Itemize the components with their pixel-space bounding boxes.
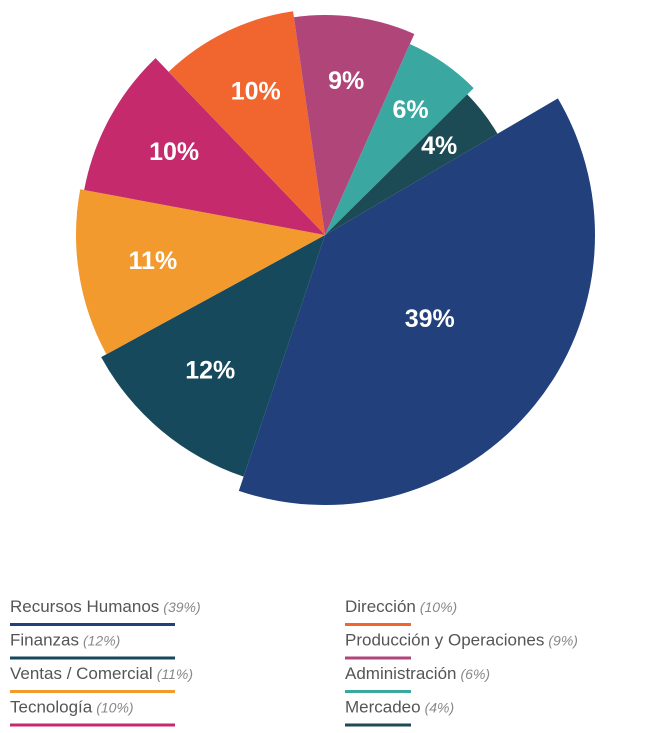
legend-label: Dirección xyxy=(345,597,416,616)
legend-entry: Administración (6%) xyxy=(345,664,490,683)
legend-label: Recursos Humanos xyxy=(10,597,159,616)
slice-label: 11% xyxy=(129,247,178,275)
slice-label: 10% xyxy=(149,138,199,166)
pie-slice xyxy=(101,235,326,477)
legend-label: Tecnología xyxy=(10,698,93,717)
pie-slice xyxy=(293,14,415,236)
pie-slice xyxy=(325,44,474,235)
legend-value: (6%) xyxy=(461,666,491,682)
pie-slice xyxy=(168,11,325,235)
slice-label: 39% xyxy=(405,305,455,333)
slice-label: 6% xyxy=(392,96,428,124)
legend-swatch xyxy=(10,656,175,660)
pie-slice xyxy=(84,58,325,236)
slice-label: 12% xyxy=(185,356,235,384)
legend-entry: Tecnología (10%) xyxy=(10,698,134,717)
legend-entry: Producción y Operaciones (9%) xyxy=(345,631,578,650)
legend-entry: Dirección (10%) xyxy=(345,597,457,616)
pie-slice xyxy=(325,94,498,236)
legend-entry: Recursos Humanos (39%) xyxy=(10,597,201,616)
slice-label: 10% xyxy=(231,77,281,105)
legend-swatch xyxy=(10,723,175,727)
legend-value: (10%) xyxy=(420,599,457,615)
pie-slice xyxy=(238,98,595,505)
legend-label: Finanzas xyxy=(10,631,79,650)
slice-label: 9% xyxy=(328,67,364,95)
legend-swatch xyxy=(345,623,411,626)
legend-label: Administración xyxy=(345,664,457,683)
legend-entry: Ventas / Comercial (11%) xyxy=(10,664,193,683)
legend-value: (10%) xyxy=(96,700,133,716)
legend-value: (12%) xyxy=(83,633,120,649)
legend-swatch xyxy=(345,723,411,727)
slice-label: 4% xyxy=(421,132,457,160)
legend-label: Ventas / Comercial xyxy=(10,664,153,683)
legend-label: Producción y Operaciones xyxy=(345,631,544,650)
legend-swatch xyxy=(345,656,411,660)
legend-swatch xyxy=(345,690,411,693)
legend-value: (4%) xyxy=(425,700,455,716)
legend-entry: Mercadeo (4%) xyxy=(345,698,454,717)
legend-label: Mercadeo xyxy=(345,698,421,717)
pie-slice xyxy=(75,189,325,355)
legend-value: (11%) xyxy=(157,666,193,682)
legend-value: (9%) xyxy=(548,633,578,649)
legend-entry: Finanzas (12%) xyxy=(10,631,120,650)
legend-swatch xyxy=(10,690,175,693)
legend-value: (39%) xyxy=(163,599,200,615)
legend-swatch xyxy=(10,623,175,626)
